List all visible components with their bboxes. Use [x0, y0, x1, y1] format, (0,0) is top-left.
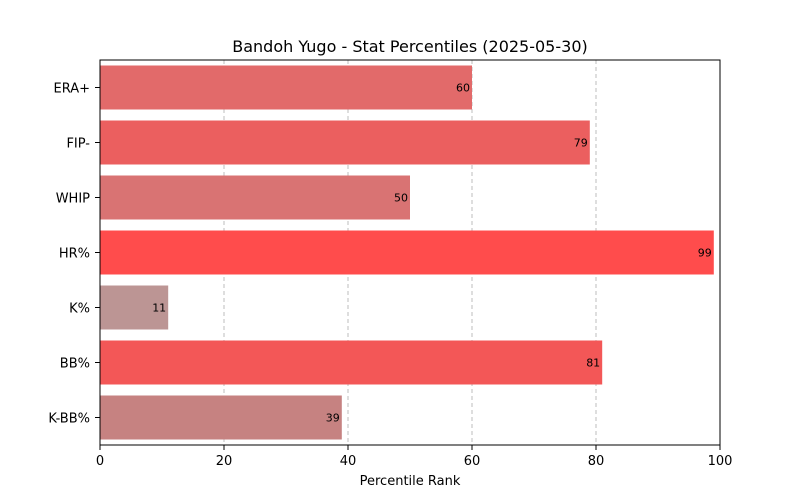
x-axis: 0 20 40 60 80 100	[96, 445, 733, 469]
bar	[100, 65, 472, 110]
x-tick-label: 60	[464, 454, 481, 469]
bar	[100, 340, 603, 385]
chart-title: Bandoh Yugo - Stat Percentiles (2025-05-…	[232, 37, 587, 56]
y-tick-label: WHIP	[56, 192, 90, 207]
y-axis: ERA+ FIP- WHIP HR% K% BB% K-BB%	[48, 82, 100, 427]
bar-value-label: 81	[586, 357, 600, 370]
y-tick-label: FIP-	[66, 137, 90, 152]
bar-value-label: 79	[574, 137, 588, 150]
y-tick-label: ERA+	[53, 82, 90, 97]
bars: 60 79 50 99 11 81 39	[100, 65, 714, 440]
x-tick-label: 20	[216, 454, 233, 469]
bar-value-label: 39	[326, 412, 340, 425]
bar	[100, 395, 342, 440]
bar	[100, 285, 169, 330]
x-tick-label: 40	[340, 454, 357, 469]
y-tick-label: BB%	[60, 357, 90, 372]
y-tick-label: K%	[69, 302, 90, 317]
bar-value-label: 60	[456, 82, 470, 95]
bar-value-label: 99	[698, 247, 712, 260]
bar	[100, 230, 714, 275]
x-tick-label: 0	[96, 454, 104, 469]
x-axis-label: Percentile Rank	[360, 474, 461, 489]
y-tick-label: K-BB%	[48, 412, 90, 427]
bar-value-label: 50	[394, 192, 408, 205]
x-tick-label: 80	[588, 454, 605, 469]
bar	[100, 175, 410, 220]
bar	[100, 120, 590, 165]
bar-value-label: 11	[152, 302, 166, 315]
y-tick-label: HR%	[59, 247, 90, 262]
x-tick-label: 100	[708, 454, 733, 469]
